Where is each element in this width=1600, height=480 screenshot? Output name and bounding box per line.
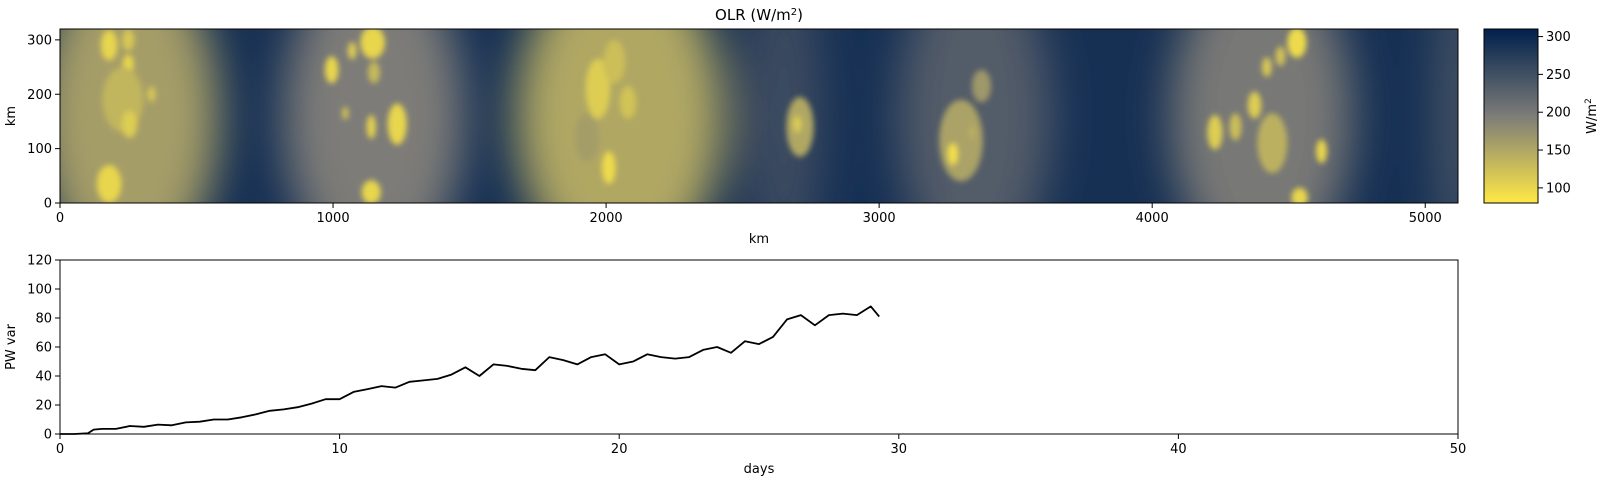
convective-cell-17: [619, 86, 637, 119]
heatmap-frame: [59, 28, 1459, 204]
line-y-tick-label: 80: [35, 312, 52, 327]
line-x-label: days: [744, 462, 775, 477]
colorbar-tick-label: 200: [1546, 106, 1571, 121]
colorbar-tick-label: 300: [1546, 30, 1571, 45]
convective-cell-34: [1291, 187, 1308, 203]
line-x-ticks: 0 10 20 30 40 50: [56, 434, 1466, 457]
heatmap-y-tick-label: 100: [27, 142, 52, 157]
heatmap-title: OLR (W/m2): [715, 6, 803, 24]
colorbar-tick-label: 100: [1546, 181, 1571, 196]
heatmap-y-tick-label: 0: [44, 197, 52, 212]
heatmap-y-tick-label: 300: [27, 33, 52, 48]
convective-cell-29: [1257, 113, 1288, 174]
line-plot-frame: [59, 259, 1459, 435]
line-y-label: PW var: [4, 323, 19, 369]
convective-cell-9: [360, 29, 385, 59]
convective-cell-19: [574, 113, 600, 163]
heatmap-x-tick-label: 1000: [317, 211, 350, 226]
convective-cell-5: [147, 86, 156, 102]
convective-cell-12: [366, 114, 376, 139]
convective-cell-32: [1261, 57, 1272, 77]
line-y-ticks: 0 20 40 60 80 100 120: [27, 254, 60, 443]
cloud-band-2: [516, 29, 724, 203]
convective-cell-24: [968, 125, 976, 139]
convective-cell-8: [347, 42, 357, 60]
convective-cell-15: [585, 58, 611, 119]
heatmap-x-label: km: [749, 232, 769, 247]
convective-cell-14: [342, 106, 349, 120]
convective-cell-4: [121, 110, 138, 138]
line-y-tick-label: 60: [35, 341, 52, 356]
heatmap-x-tick-label: 0: [56, 211, 64, 226]
line-x-tick-label: 20: [611, 442, 628, 457]
colorbar-ticks: 100 150 200 250 300: [1538, 30, 1571, 196]
cloud-band-3: [745, 29, 822, 203]
convective-cell-11: [387, 103, 407, 145]
line-x-tick-label: 50: [1450, 442, 1467, 457]
heatmap-x-tick-label: 3000: [863, 211, 896, 226]
convective-cell-22: [939, 99, 983, 182]
convective-cell-1: [122, 29, 135, 51]
convective-cell-28: [1247, 91, 1262, 119]
convective-cell-26: [1207, 114, 1223, 150]
convective-cell-6: [96, 164, 122, 203]
heatmap-x-tick-label: 4000: [1136, 211, 1169, 226]
convective-cell-30: [1287, 29, 1307, 58]
convective-cell-7: [324, 56, 339, 84]
heatmap-x-ticks: 0 1000 2000 3000 4000 5000: [56, 203, 1442, 226]
heatmap-cells: [96, 29, 1327, 203]
convective-cell-16: [603, 39, 626, 84]
convective-cell-33: [1316, 139, 1327, 164]
line-y-tick-label: 0: [44, 428, 52, 443]
colorbar-tick-label: 150: [1546, 144, 1571, 159]
convective-cell-27: [1229, 113, 1242, 141]
line-x-tick-label: 10: [331, 442, 348, 457]
convective-cell-21: [793, 116, 802, 133]
heatmap-y-tick-label: 200: [27, 88, 52, 103]
convective-cell-18: [601, 151, 616, 184]
line-x-tick-label: 0: [56, 442, 64, 457]
heatmap-field: [60, 29, 1458, 203]
convective-cell-10: [367, 61, 381, 84]
pw-var-series-line: [60, 305, 880, 435]
line-x-tick-label: 30: [891, 442, 908, 457]
convective-cell-13: [361, 180, 381, 203]
convective-cell-0: [100, 30, 118, 61]
heatmap-y-ticks: 0 100 200 300: [27, 33, 60, 212]
cloud-band-6: [1441, 29, 1458, 203]
line-y-tick-label: 100: [27, 283, 52, 298]
colorbar-label: W/m2: [1584, 98, 1600, 134]
heatmap-x-tick-label: 5000: [1409, 211, 1442, 226]
convective-cell-25: [971, 69, 992, 103]
line-y-tick-label: 40: [35, 370, 52, 385]
line-y-tick-label: 20: [35, 399, 52, 414]
heatmap-y-label: km: [4, 106, 19, 126]
cloud-band-5: [1171, 29, 1352, 203]
convective-cell-31: [1275, 46, 1286, 66]
convective-cell-23: [947, 143, 958, 165]
line-y-tick-label: 120: [27, 254, 52, 269]
line-x-tick-label: 40: [1170, 442, 1187, 457]
heatmap-x-tick-label: 2000: [590, 211, 623, 226]
colorbar-tick-label: 250: [1546, 68, 1571, 83]
colorbar: [1483, 28, 1539, 204]
